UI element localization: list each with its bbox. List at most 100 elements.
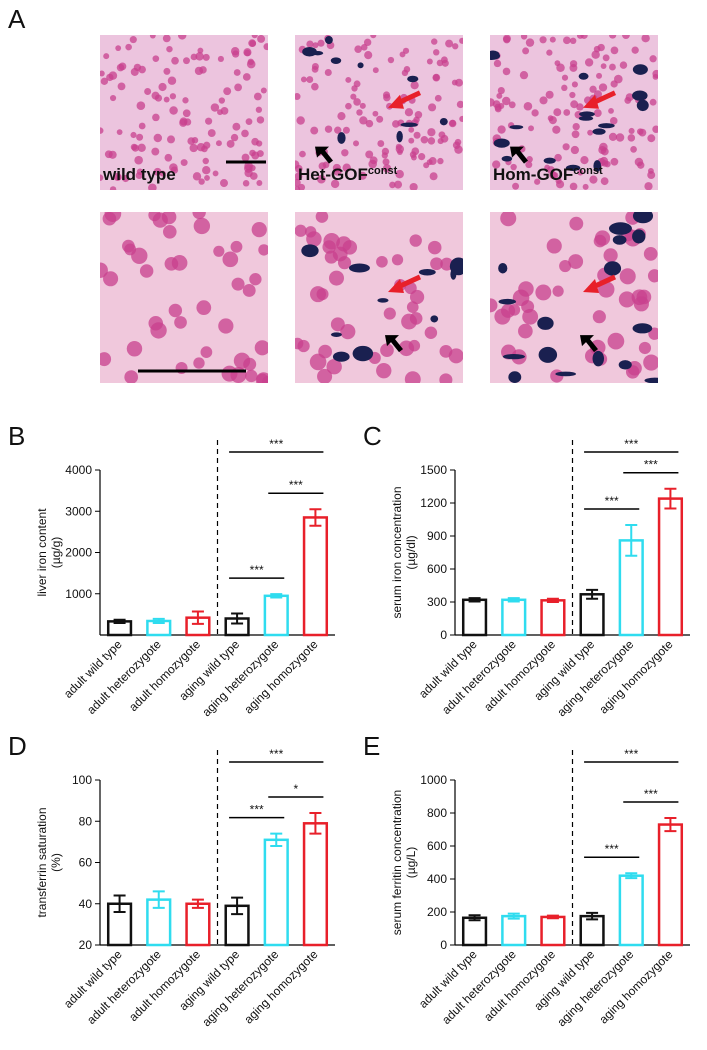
nucleus <box>408 126 415 133</box>
y-axis-label: (µg/dl) <box>404 535 418 569</box>
nucleus <box>638 128 647 137</box>
significance-label: *** <box>605 494 619 508</box>
iron-deposit <box>400 122 418 127</box>
y-tick-label: 0 <box>440 628 447 642</box>
nucleus <box>130 131 137 139</box>
error-bar <box>468 914 481 922</box>
nucleus <box>161 212 177 225</box>
nucleus <box>376 255 388 268</box>
nucleus <box>103 53 110 60</box>
nucleus <box>647 269 658 283</box>
nucleus <box>242 179 250 187</box>
iron-deposit <box>644 377 658 383</box>
nucleus <box>381 152 388 159</box>
nucleus <box>249 172 258 180</box>
iron-deposit <box>636 99 649 112</box>
nucleus <box>500 212 517 227</box>
nucleus <box>598 83 608 92</box>
red-arrowhead <box>388 278 404 293</box>
bar <box>302 516 329 637</box>
bar <box>579 593 605 637</box>
nucleus <box>383 93 391 102</box>
nucleus <box>602 54 610 62</box>
nucleus <box>608 132 618 141</box>
nucleus <box>454 145 463 154</box>
red-arrowhead <box>583 94 599 109</box>
nucleus <box>525 38 535 47</box>
nucleus <box>136 133 144 141</box>
nucleus <box>219 179 229 188</box>
nucleus <box>426 58 433 65</box>
y-tick-label: 2000 <box>65 546 92 560</box>
nucleus <box>342 163 351 172</box>
image-label-text: Hom-GOF <box>493 165 573 184</box>
nucleus <box>163 96 170 103</box>
nucleus <box>312 42 319 49</box>
significance-label: *** <box>624 747 638 761</box>
nucleus <box>169 106 178 115</box>
bar <box>302 822 329 947</box>
nucleus <box>350 93 357 100</box>
y-tick-label: 600 <box>427 839 447 853</box>
nucleus <box>493 59 502 68</box>
nucleus <box>556 63 565 73</box>
error-bar <box>309 812 322 835</box>
nucleus <box>569 37 577 45</box>
nucleus <box>162 225 177 239</box>
nucleus <box>548 116 557 125</box>
nucleus <box>232 122 241 131</box>
nucleus <box>249 164 256 172</box>
nucleus <box>137 143 146 152</box>
x-tick-label: adult homozygote <box>126 947 203 1024</box>
nucleus <box>539 36 547 44</box>
x-tick-label: adult homozygote <box>126 637 203 714</box>
nucleus <box>406 301 419 313</box>
nucleus <box>528 125 534 132</box>
error-bar <box>546 597 559 603</box>
nucleus <box>337 112 346 121</box>
y-tick-label: 1000 <box>65 587 92 601</box>
nucleus <box>608 107 614 114</box>
y-tick-label: 300 <box>427 595 447 609</box>
nucleus <box>218 97 225 104</box>
error-bar <box>468 597 481 603</box>
nucleus <box>433 49 440 56</box>
nucleus <box>251 35 258 39</box>
significance-label: *** <box>269 437 283 451</box>
nucleus <box>213 245 225 257</box>
nucleus <box>245 369 258 383</box>
iron-deposit <box>592 350 605 367</box>
iron-deposit <box>396 130 403 143</box>
nucleus <box>202 53 210 61</box>
nucleus <box>337 256 352 270</box>
nucleus <box>409 182 418 190</box>
image-label-text: Het-GOF <box>298 165 368 184</box>
nucleus <box>116 129 123 136</box>
nucleus <box>139 264 154 278</box>
image-label: Het-GOFconst <box>298 165 398 184</box>
black-arrowhead <box>580 335 598 353</box>
nucleus <box>193 217 211 235</box>
nucleus <box>445 39 454 48</box>
nucleus <box>562 143 570 151</box>
nucleus <box>158 82 167 92</box>
nucleus <box>330 317 345 332</box>
significance-label: *** <box>644 458 658 472</box>
nucleus <box>356 109 363 116</box>
nucleus <box>394 180 403 189</box>
nucleus <box>359 102 366 109</box>
micrograph-content <box>100 212 268 383</box>
nucleus <box>622 35 630 39</box>
nucleus <box>404 108 414 117</box>
nucleus <box>429 172 438 181</box>
nucleus <box>615 133 625 142</box>
iron-deposit <box>632 212 654 224</box>
nucleus <box>115 45 122 52</box>
nucleus <box>166 45 173 53</box>
nucleus <box>521 300 535 314</box>
nucleus <box>389 181 396 189</box>
nucleus <box>652 69 658 79</box>
nucleus <box>167 135 175 144</box>
iron-deposit <box>330 332 342 337</box>
nucleus <box>518 323 533 339</box>
